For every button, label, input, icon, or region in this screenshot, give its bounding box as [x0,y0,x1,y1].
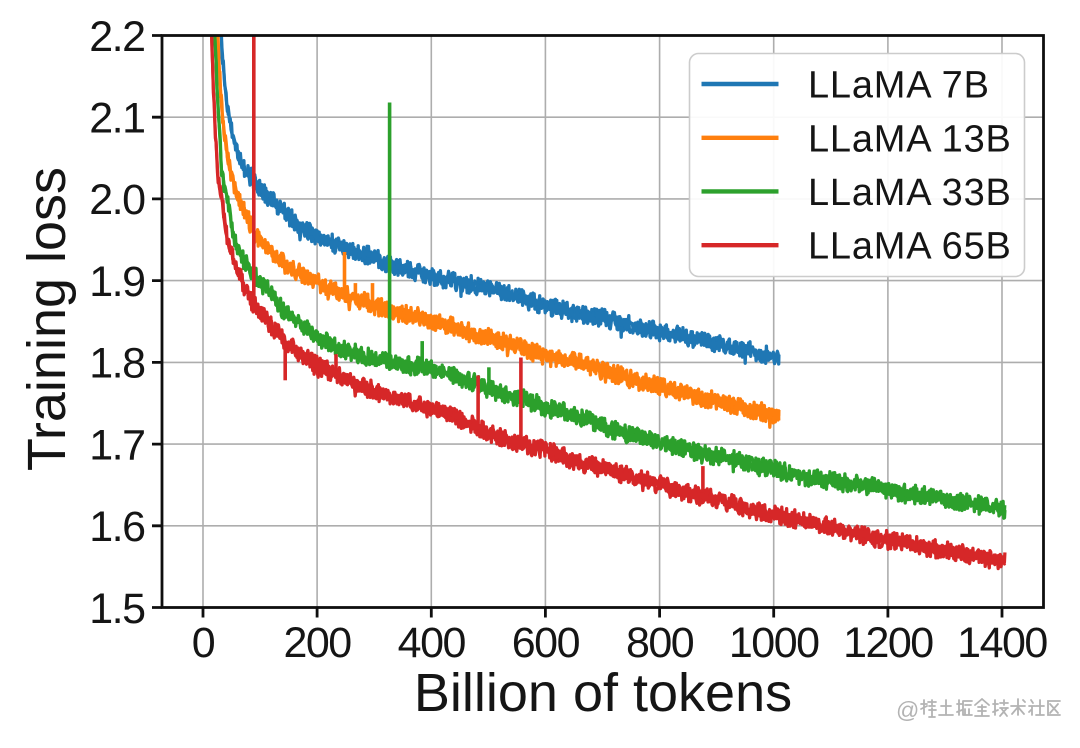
svg-text:1.8: 1.8 [89,340,145,388]
svg-text:2.0: 2.0 [89,176,145,224]
svg-text:@: @ [896,697,919,723]
svg-text:Training loss: Training loss [17,167,77,471]
svg-text:1400: 1400 [957,619,1047,667]
svg-text:200: 200 [283,619,351,667]
svg-text:LLaMA 13B: LLaMA 13B [808,118,1012,160]
svg-text:1.9: 1.9 [89,258,144,306]
svg-text:1000: 1000 [729,619,819,667]
svg-text:600: 600 [512,619,580,667]
svg-text:1.6: 1.6 [89,503,145,551]
svg-text:Billion of tokens: Billion of tokens [414,663,792,723]
svg-text:LLaMA 33B: LLaMA 33B [808,172,1012,214]
svg-text:1.7: 1.7 [89,421,144,469]
svg-text:LLaMA 65B: LLaMA 65B [808,226,1012,268]
svg-text:2.1: 2.1 [89,95,144,143]
svg-text:800: 800 [626,619,694,667]
svg-text:0: 0 [192,619,215,667]
svg-text:2.2: 2.2 [89,13,144,61]
svg-text:LLaMA 7B: LLaMA 7B [808,65,990,107]
svg-text:1.5: 1.5 [89,585,145,633]
svg-text:400: 400 [398,619,466,667]
svg-text:1200: 1200 [843,619,933,667]
